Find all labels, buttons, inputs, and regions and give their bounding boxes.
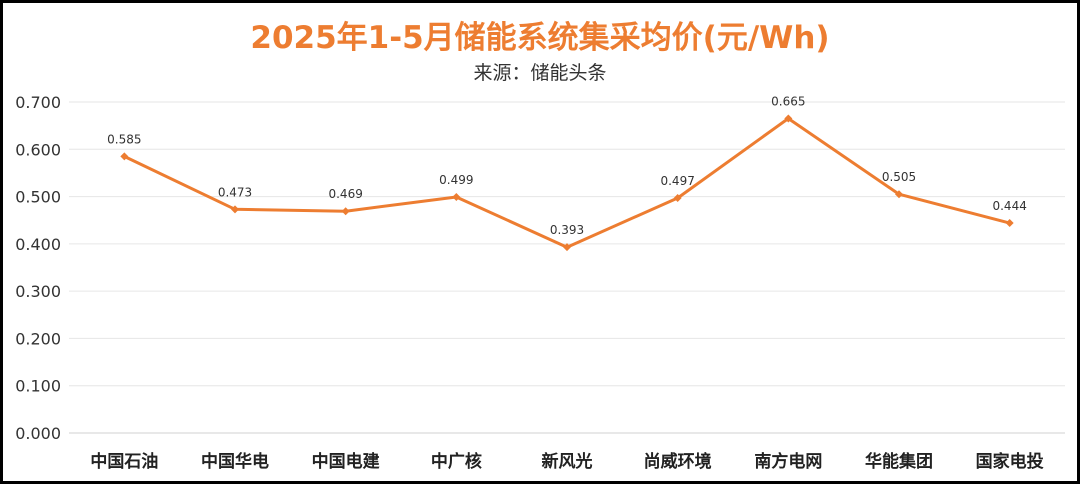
x-category-label: 新风光 bbox=[542, 451, 593, 472]
data-point bbox=[784, 114, 793, 123]
chart-subtitle: 来源：储能头条 bbox=[473, 62, 607, 84]
x-category-label: 南方电网 bbox=[754, 451, 822, 472]
x-axis-labels: 中国石油 中国华电 中国电建 中广核 新风光 尚威环境 南方电网 华能集团 国家电投 bbox=[90, 451, 1043, 472]
data-point bbox=[563, 243, 571, 252]
x-category-label: 中广核 bbox=[431, 451, 482, 472]
x-category-label: 尚威环境 bbox=[644, 451, 712, 472]
x-category-label: 中国华电 bbox=[201, 451, 269, 472]
line-chart: 0.000 0.100 0.200 0.300 0.400 0.500 0.600 0.700… bbox=[15, 93, 1065, 472]
data-point bbox=[1005, 219, 1014, 228]
x-category-label: 中国石油 bbox=[90, 451, 158, 472]
data-label: 0.505 bbox=[882, 170, 916, 184]
y-tick-label: 0.500 bbox=[15, 188, 61, 207]
data-label: 0.585 bbox=[107, 132, 141, 146]
data-point bbox=[452, 193, 461, 202]
data-point bbox=[341, 207, 350, 216]
data-label: 0.393 bbox=[550, 223, 584, 237]
x-category-label: 华能集团 bbox=[865, 451, 933, 472]
data-label: 0.665 bbox=[771, 95, 805, 109]
data-points bbox=[120, 114, 1014, 252]
data-point bbox=[231, 205, 239, 214]
data-label: 0.444 bbox=[992, 199, 1026, 213]
x-category-label: 国家电投 bbox=[976, 451, 1044, 472]
grid-lines bbox=[69, 101, 1065, 434]
y-tick-label: 0.200 bbox=[15, 329, 61, 348]
y-axis-ticks: 0.000 0.100 0.200 0.300 0.400 0.500 0.600 0.700 bbox=[15, 93, 61, 443]
data-label: 0.499 bbox=[439, 173, 473, 187]
y-tick-label: 0.700 bbox=[15, 93, 61, 112]
data-label: 0.469 bbox=[328, 187, 362, 201]
data-point bbox=[673, 193, 682, 202]
x-category-label: 中国电建 bbox=[312, 451, 380, 472]
data-label: 0.497 bbox=[660, 174, 694, 188]
data-point bbox=[120, 152, 129, 161]
y-tick-label: 0.600 bbox=[15, 140, 61, 159]
y-tick-label: 0.000 bbox=[15, 424, 61, 443]
data-labels: 0.585 0.473 0.469 0.499 0.393 0.497 0.665 0.505… bbox=[107, 95, 1027, 238]
data-point bbox=[895, 190, 903, 199]
y-tick-label: 0.100 bbox=[15, 377, 61, 396]
chart-title: 2025年1-5月储能系统集采均价(元/Wh) bbox=[250, 20, 830, 56]
y-tick-label: 0.400 bbox=[15, 235, 61, 254]
y-tick-label: 0.300 bbox=[15, 282, 61, 301]
data-label: 0.473 bbox=[218, 185, 252, 199]
